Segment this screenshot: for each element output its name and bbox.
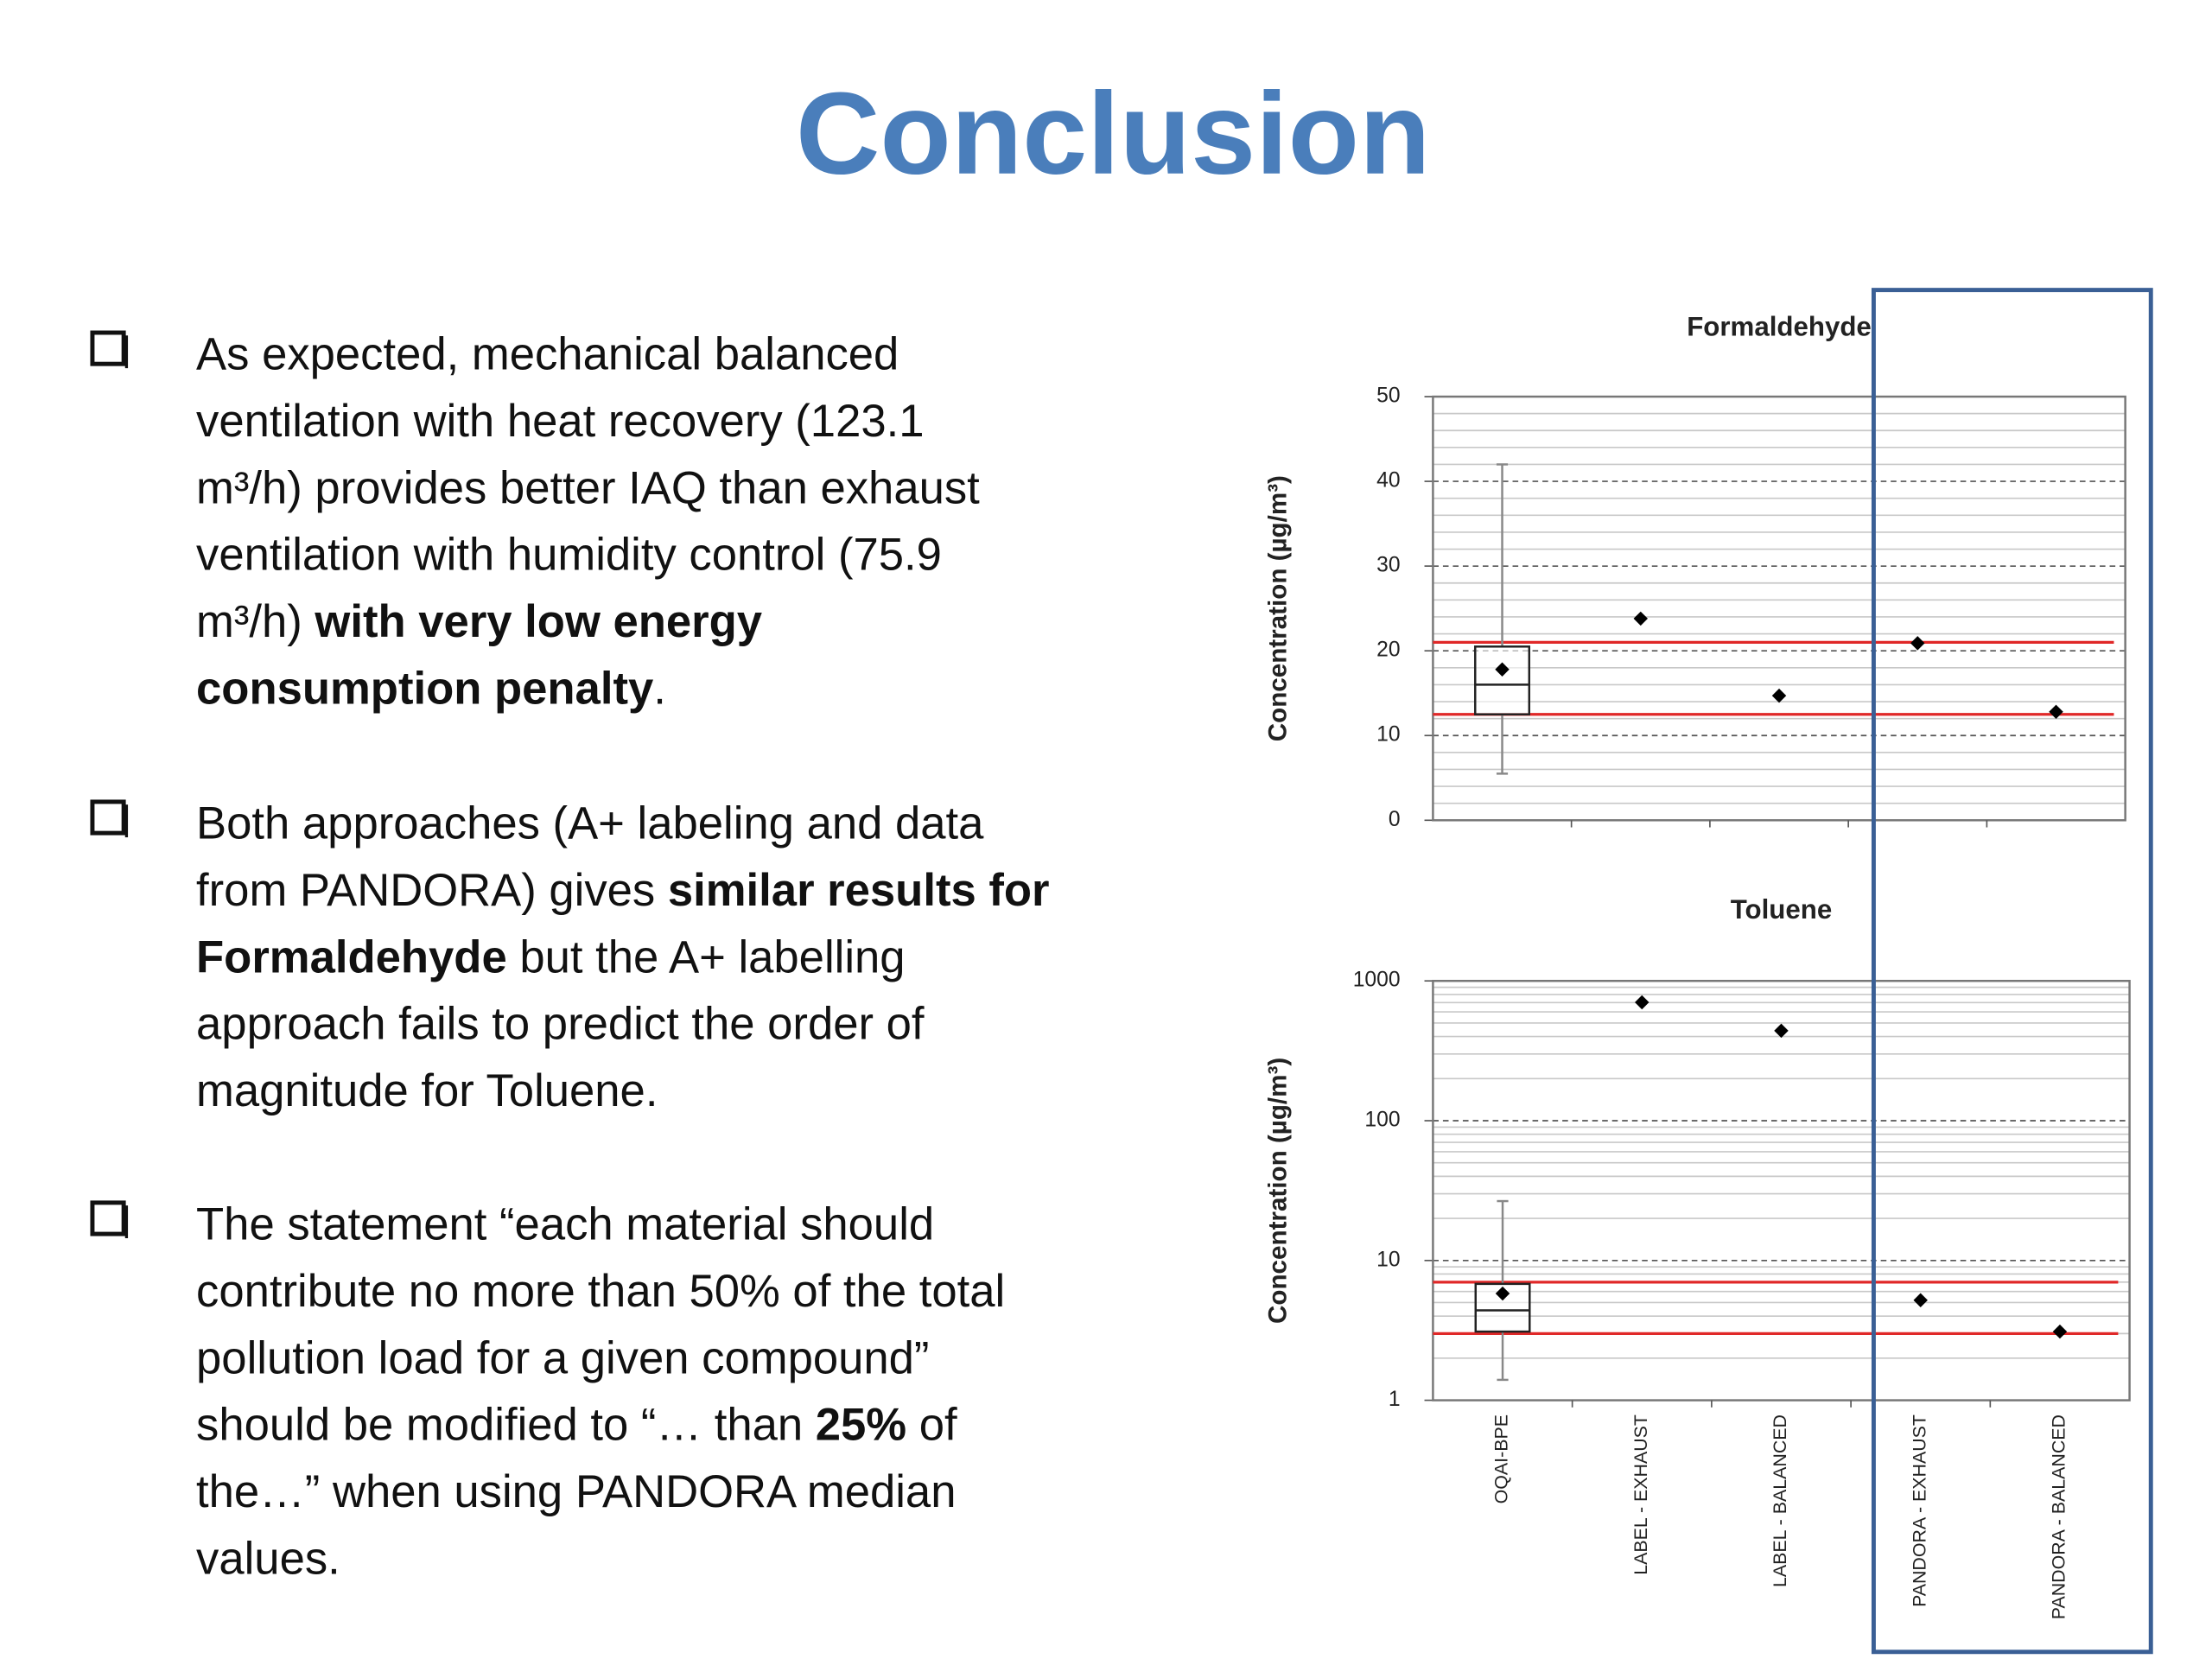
bullet-line: As expected, mechanical balanced <box>196 329 899 380</box>
bullet-line: The statement “each material should <box>196 1199 934 1250</box>
text-run: Both approaches (A+ labeling and data <box>196 798 984 849</box>
mean-point <box>1495 1286 1510 1301</box>
bullet-line: m³/h) provides better IAQ than exhaust <box>196 462 980 513</box>
bullet-box <box>90 330 126 366</box>
text-run: The statement “each material should <box>196 1199 934 1250</box>
text-run: pollution load for a given compound” <box>196 1332 929 1383</box>
text-run: m³/h) provides better IAQ than exhaust <box>196 462 980 513</box>
text-run: magnitude for Toluene. <box>196 1065 658 1116</box>
highlight-frame <box>1871 288 2153 1655</box>
text-run: Formaldehyde <box>196 931 507 982</box>
text-run: with very low energy <box>314 596 762 647</box>
bullet-line: m³/h) with very low energy <box>196 596 762 647</box>
text-run: the…” when using PANDORA median <box>196 1466 956 1517</box>
bullet-line: should be modified to “… than 25% of <box>196 1400 957 1451</box>
bullet-line: contribute no more than 50% of the total <box>196 1266 1005 1317</box>
text-run: but the A+ labelling <box>507 931 906 982</box>
text-run: values. <box>196 1533 340 1584</box>
bullet-line: the…” when using PANDORA median <box>196 1466 956 1517</box>
y-tick-label: 40 <box>1376 469 1400 493</box>
plot-frame <box>1432 979 2131 1402</box>
text-run: from PANDORA) gives <box>196 865 668 916</box>
y-tick-label: 0 <box>1389 808 1401 831</box>
bullet-line: ventilation with heat recovery (123.1 <box>196 396 924 447</box>
plot-frame <box>1432 395 2126 822</box>
y-axis-label: Concentration (µg/m³) <box>1264 475 1293 741</box>
text-run: 25% <box>816 1400 906 1451</box>
y-tick-label: 10 <box>1376 723 1400 747</box>
text-run: should be modified to “… than <box>196 1400 816 1451</box>
text-run: similar results for <box>668 865 1050 916</box>
bullet-line: Formaldehyde but the A+ labelling <box>196 931 906 982</box>
y-axis-label: Concentration (µg/m³) <box>1264 1058 1293 1324</box>
text-run: of <box>906 1400 957 1451</box>
bullet-line: Both approaches (A+ labeling and data <box>196 798 984 849</box>
text-run: m³/h) <box>196 596 315 647</box>
chart-title: Formaldehyde <box>1687 311 1872 341</box>
x-tick-label: LABEL - EXHAUST <box>1630 1414 1651 1575</box>
box <box>1474 645 1531 715</box>
bullet-line: magnitude for Toluene. <box>196 1065 658 1116</box>
x-tick-label: LABEL - BALANCED <box>1770 1414 1790 1587</box>
bullet-list: As expected, mechanical balanced ventilat… <box>90 329 1050 1584</box>
charts: Formaldehyde Concentration (µg/m³) 0 10 20 30… <box>1264 311 2131 1619</box>
text-run: As expected, mechanical balanced <box>196 329 899 380</box>
y-tick-label: 100 <box>1364 1109 1400 1132</box>
bullet-line: pollution load for a given compound” <box>196 1332 929 1383</box>
text-run: approach fails to predict the order of <box>196 999 925 1050</box>
slide-title: Conclusion <box>796 68 1430 199</box>
chart: Toluene Concentration (µg/m³) 1 10 100 1000 OQ… <box>1264 894 2131 1619</box>
y-tick-label: 30 <box>1376 554 1400 577</box>
bullet-box <box>90 1200 126 1236</box>
x-tick-label: PANDORA - BALANCED <box>2049 1414 2069 1619</box>
x-tick-label: PANDORA - EXHAUST <box>1909 1414 1929 1607</box>
text-run: contribute no more than 50% of the total <box>196 1266 1005 1317</box>
bullet-line: from PANDORA) gives similar results for <box>196 865 1049 916</box>
y-tick-label: 10 <box>1376 1248 1400 1271</box>
chart-title: Toluene <box>1731 894 1832 925</box>
bullet-box <box>90 799 126 836</box>
x-tick-label: OQAI-BPE <box>1491 1414 1512 1503</box>
text-run: ventilation with heat recovery (123.1 <box>196 396 924 447</box>
y-tick-label: 1 <box>1389 1388 1401 1411</box>
mean-point <box>1495 662 1510 677</box>
text-run: consumption penalty <box>196 663 653 714</box>
bullet-line: ventilation with humidity control (75.9 <box>196 530 942 581</box>
bullet-line: consumption penalty. <box>196 663 666 714</box>
mean-point <box>2052 1324 2068 1339</box>
y-tick-label: 50 <box>1376 385 1400 408</box>
y-tick-label: 20 <box>1376 639 1400 662</box>
text-run: ventilation with humidity control (75.9 <box>196 530 942 581</box>
bullet-line: approach fails to predict the order of <box>196 999 925 1050</box>
text-run: . <box>653 663 666 714</box>
y-tick-label: 1000 <box>1353 969 1401 992</box>
bullet-line: values. <box>196 1533 340 1584</box>
